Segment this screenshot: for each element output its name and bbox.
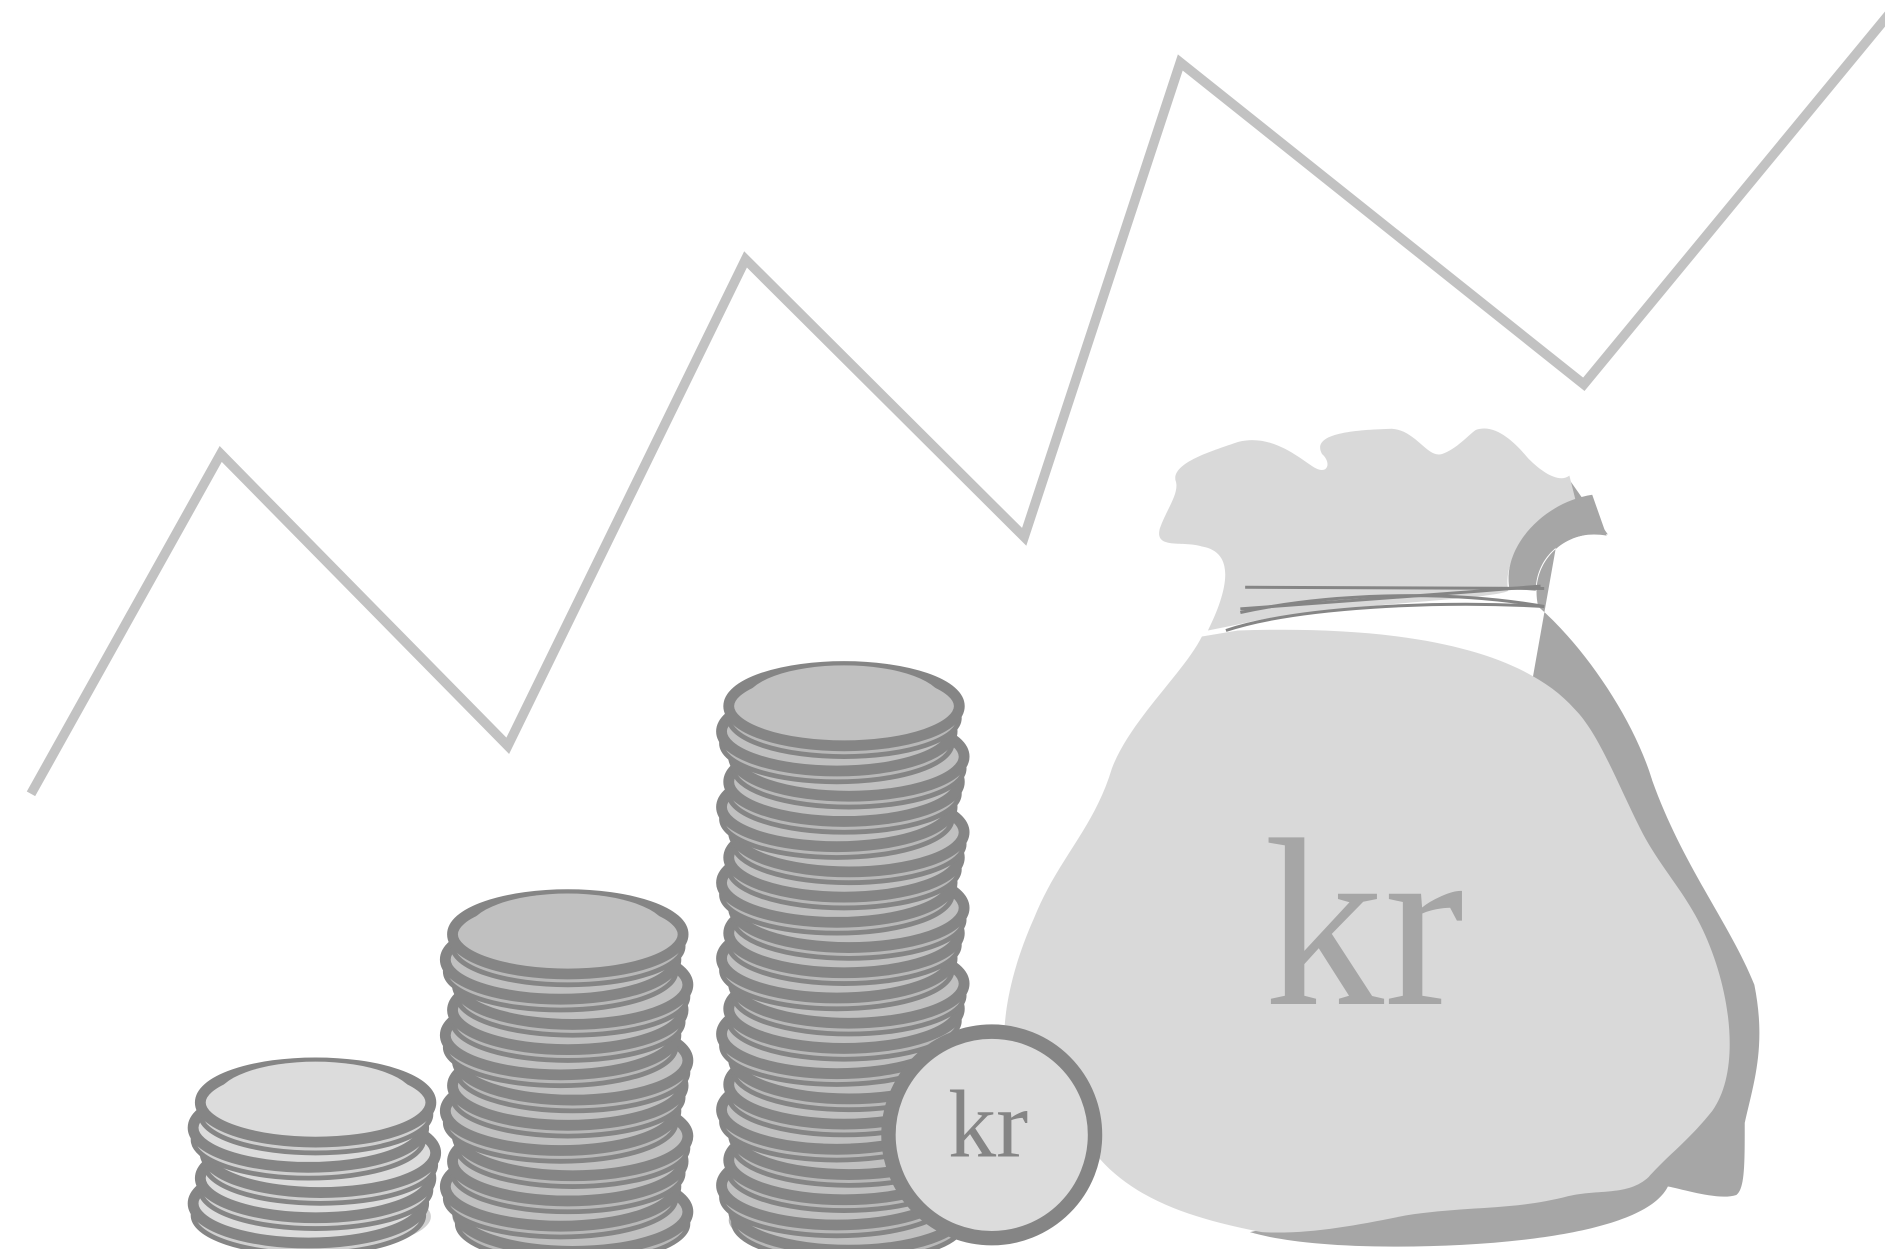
coin-stacks bbox=[187, 661, 970, 1249]
bag-ear bbox=[1508, 494, 1607, 591]
coin bbox=[881, 1024, 1103, 1246]
coin-top bbox=[217, 1061, 415, 1134]
coin-top bbox=[469, 893, 667, 966]
trend-line bbox=[26, 11, 1885, 797]
bag bbox=[1004, 629, 1730, 1233]
coin-label: kr bbox=[948, 1071, 1028, 1178]
coin-top bbox=[745, 665, 943, 738]
bag-string bbox=[1225, 584, 1545, 632]
bag-neck bbox=[1159, 428, 1577, 631]
bag-label: kr bbox=[1264, 790, 1464, 1056]
